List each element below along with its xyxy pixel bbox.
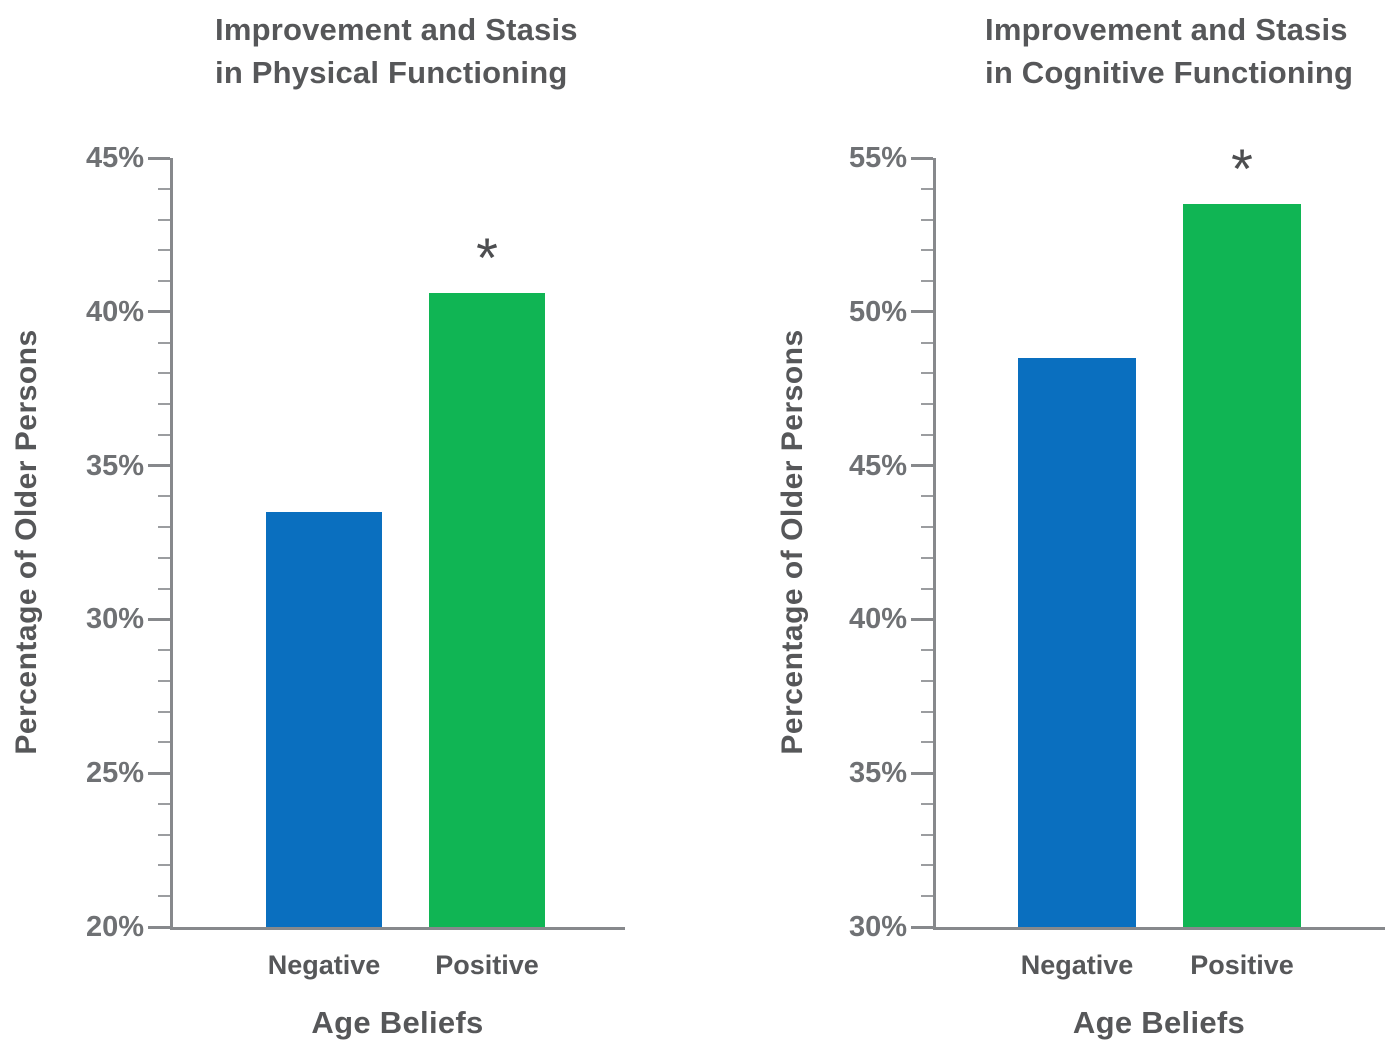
y-minor-tick [921,649,933,652]
y-minor-tick [158,741,170,744]
y-minor-tick [921,833,933,836]
y-major-tick [911,617,933,621]
y-minor-tick [158,341,170,344]
y-major-tick [148,310,170,314]
y-minor-tick [158,833,170,836]
y-minor-tick [158,710,170,713]
y-minor-tick [158,372,170,375]
y-minor-tick [158,495,170,498]
category-label-negative: Negative [267,950,381,980]
y-minor-tick [921,741,933,744]
y-minor-tick [921,895,933,898]
y-tick-label: 30% [848,911,907,943]
y-minor-tick [921,864,933,867]
y-minor-tick [921,802,933,805]
bar-negative [1018,357,1136,927]
y-major-tick [148,464,170,468]
y-minor-tick [921,587,933,590]
y-minor-tick [921,372,933,375]
significance-asterisk: * [1231,137,1253,201]
y-axis-line [170,158,173,930]
y-axis-title-physical: Percentage of Older Persons [10,329,43,755]
y-tick-label: 45% [848,449,907,482]
y-tick-label: 45% [85,142,144,174]
y-minor-tick [921,679,933,682]
y-major-tick [911,925,933,929]
y-tick-label: 40% [85,295,144,328]
bar-positive [429,293,545,927]
y-minor-tick [158,895,170,898]
chart-title-physical: Improvement and Stasis in Physical Funct… [215,12,578,90]
y-major-tick [148,771,170,775]
bar-negative [266,511,382,927]
y-minor-tick [158,587,170,590]
y-minor-tick [921,710,933,713]
category-label-positive: Positive [1190,950,1294,980]
x-axis-line [170,927,625,930]
y-minor-tick [921,556,933,559]
y-major-tick [911,310,933,314]
y-major-tick [148,156,170,160]
y-minor-tick [158,433,170,436]
y-major-tick [911,464,933,468]
y-tick-label: 40% [848,603,907,636]
y-minor-tick [158,526,170,529]
y-tick-label: 30% [85,603,144,636]
y-minor-tick [158,403,170,406]
x-axis-title-physical: Age Beliefs [311,1005,484,1040]
y-minor-tick [158,249,170,252]
y-minor-tick [921,341,933,344]
y-minor-tick [158,864,170,867]
y-tick-label: 20% [85,911,144,943]
y-major-tick [911,771,933,775]
y-minor-tick [158,218,170,221]
y-minor-tick [921,495,933,498]
y-tick-label: 50% [848,295,907,328]
y-minor-tick [921,403,933,406]
y-minor-tick [921,249,933,252]
category-label-positive: Positive [435,950,539,980]
y-minor-tick [158,556,170,559]
y-minor-tick [921,526,933,529]
chart-title-cognitive: Improvement and Stasis in Cognitive Func… [985,12,1354,90]
y-tick-label: 55% [848,142,907,174]
y-minor-tick [921,218,933,221]
y-minor-tick [921,280,933,283]
y-minor-tick [158,649,170,652]
x-axis-title-cognitive: Age Beliefs [1072,1005,1246,1040]
y-major-tick [148,925,170,929]
y-axis-title-cognitive: Percentage of Older Persons [776,329,809,755]
y-tick-label: 35% [85,449,144,482]
significance-asterisk: * [476,226,498,290]
y-tick-label: 25% [85,757,144,790]
y-major-tick [148,617,170,621]
y-minor-tick [921,187,933,190]
x-axis-line [933,927,1385,930]
y-major-tick [911,156,933,160]
y-minor-tick [158,679,170,682]
y-minor-tick [158,802,170,805]
y-minor-tick [921,433,933,436]
y-minor-tick [158,187,170,190]
y-tick-label: 35% [848,757,907,790]
y-minor-tick [158,280,170,283]
y-axis-line [933,158,936,930]
category-label-negative: Negative [1020,950,1134,980]
bar-positive [1183,204,1301,927]
